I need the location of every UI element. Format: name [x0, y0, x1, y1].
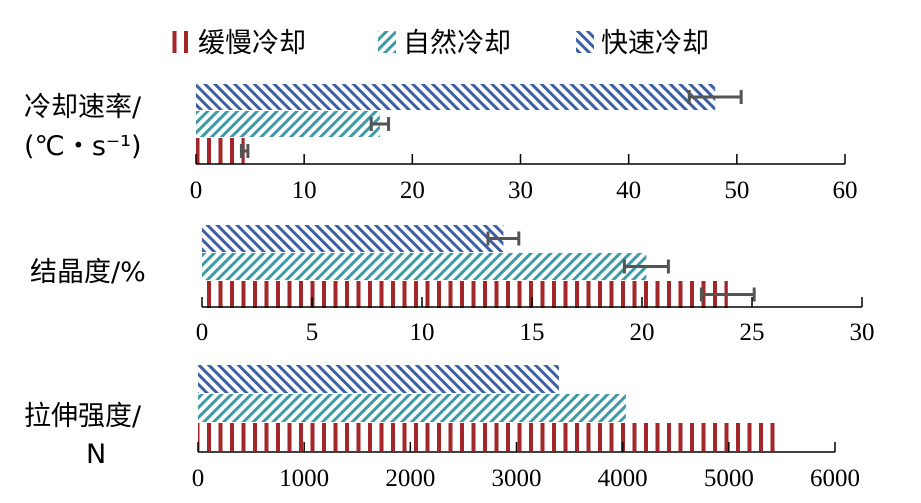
error-bar-crystallinity-fast — [486, 231, 521, 246]
tick-label-cooling-rate-2: 20 — [400, 177, 425, 204]
tick-label-crystallinity-5: 25 — [740, 319, 765, 346]
legend-item-slow: 缓慢冷却 — [172, 28, 306, 59]
legend: 缓慢冷却 自然冷却 快速冷却 — [172, 28, 709, 59]
panel-cooling-rate: 冷却速率/ (℃・s⁻¹) 0 10 20 30 40 50 60 — [24, 84, 858, 204]
bar-tensile-slow — [198, 423, 780, 451]
tick-marks-crystallinity — [201, 297, 863, 307]
tick-label-cooling-rate-0: 0 — [190, 177, 203, 204]
bar-crystallinity-fast — [202, 225, 504, 252]
tick-label-tensile-3: 3000 — [492, 465, 542, 492]
tick-marks-cooling-rate — [195, 154, 846, 164]
tick-label-cooling-rate-6: 60 — [833, 177, 858, 204]
bar-tensile-fast — [198, 365, 559, 393]
error-bar-cooling-rate-natural — [369, 117, 391, 131]
category-label-cooling-rate-line1: 冷却速率/ — [24, 92, 142, 123]
tick-label-cooling-rate-3: 30 — [508, 177, 533, 204]
category-label-crystallinity: 结晶度/% — [30, 257, 146, 288]
panel-crystallinity: 结晶度/% 0 5 10 15 20 25 30 — [30, 225, 875, 346]
legend-swatch-natural — [378, 31, 396, 53]
tick-label-tensile-1: 1000 — [279, 465, 329, 492]
tick-label-crystallinity-1: 5 — [306, 319, 319, 346]
bar-cooling-rate-natural — [196, 111, 380, 137]
error-bar-cooling-rate-fast — [687, 90, 743, 104]
bar-crystallinity-natural — [202, 253, 647, 280]
tick-label-crystallinity-6: 30 — [850, 319, 875, 346]
legend-swatch-fast — [576, 31, 594, 53]
tick-label-cooling-rate-5: 50 — [724, 177, 749, 204]
bar-cooling-rate-fast — [196, 84, 716, 110]
category-label-cooling-rate-line2: (℃・s⁻¹) — [24, 131, 142, 162]
legend-label-slow: 缓慢冷却 — [198, 28, 306, 59]
tick-label-tensile-2: 2000 — [385, 465, 435, 492]
tick-label-crystallinity-2: 10 — [410, 319, 435, 346]
error-bar-cooling-rate-slow — [239, 144, 250, 158]
legend-swatch-slow — [172, 31, 188, 53]
legend-label-natural: 自然冷却 — [403, 28, 511, 59]
tick-label-tensile-5: 5000 — [704, 465, 754, 492]
error-bar-crystallinity-natural — [622, 259, 670, 274]
tick-label-cooling-rate-4: 40 — [616, 177, 641, 204]
tick-label-crystallinity-3: 15 — [520, 319, 545, 346]
error-bar-crystallinity-slow — [699, 287, 756, 302]
tick-label-crystallinity-4: 20 — [630, 319, 655, 346]
category-label-tensile-line2: N — [86, 439, 106, 470]
tick-label-tensile-6: 6000 — [810, 465, 860, 492]
bar-tensile-natural — [198, 394, 626, 422]
panel-tensile-strength: 拉伸强度/ N 0 1000 2000 3000 4000 5000 6000 — [24, 365, 860, 492]
category-label-tensile-line1: 拉伸强度/ — [24, 401, 142, 432]
legend-item-fast: 快速冷却 — [576, 28, 709, 59]
tick-label-tensile-4: 4000 — [598, 465, 648, 492]
bar-crystallinity-slow — [202, 281, 728, 308]
tick-label-cooling-rate-1: 10 — [292, 177, 317, 204]
legend-item-natural: 自然冷却 — [378, 28, 511, 59]
tick-marks-tensile — [197, 442, 836, 452]
tick-label-crystallinity-0: 0 — [196, 319, 209, 346]
legend-label-fast: 快速冷却 — [601, 28, 709, 59]
bar-cooling-rate-slow — [196, 138, 245, 164]
tick-label-tensile-0: 0 — [192, 465, 205, 492]
